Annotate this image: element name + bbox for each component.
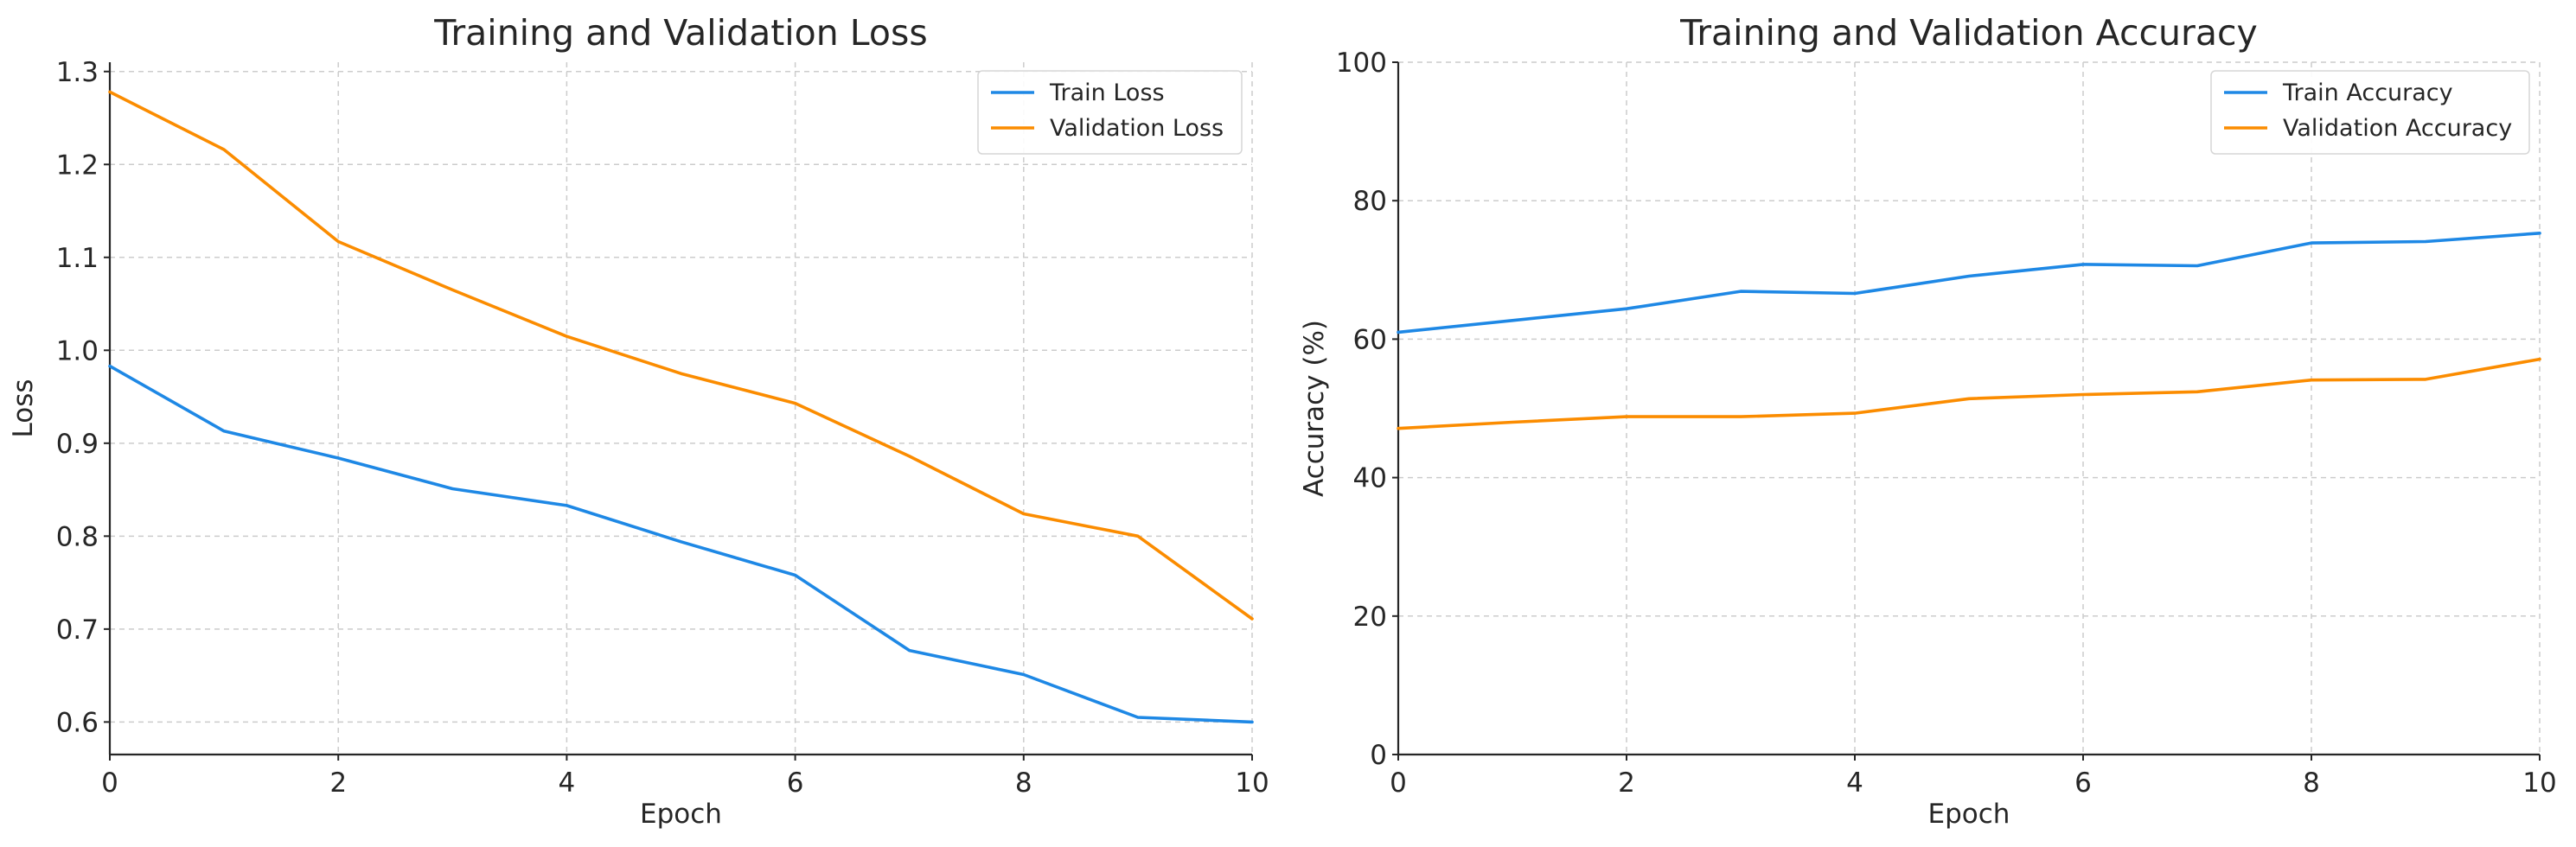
x-tick-label: 6: [787, 767, 804, 799]
x-tick-label: 2: [329, 767, 347, 799]
x-tick-label: 0: [1390, 767, 1407, 799]
chart-panel-1: 0 2 4 6 8 10 0.6 0.7 0.8 0.9 1.0 1.1 1.2 1.3 Training …: [8, 12, 1269, 830]
x-tick-label: 2: [1618, 767, 1635, 799]
x-axis-label: Epoch: [640, 799, 722, 830]
x-tick-label: 8: [2303, 767, 2320, 799]
y-tick-label: 1.3: [56, 57, 99, 88]
legend-label: Validation Loss: [1050, 115, 1224, 142]
y-tick-label: 20: [1353, 602, 1387, 633]
x-tick-label: 10: [2522, 767, 2556, 799]
x-tick-label: 10: [1235, 767, 1269, 799]
series-line-1: [108, 364, 1254, 724]
x-tick-label: 6: [2074, 767, 2092, 799]
legend-label: Train Loss: [1049, 80, 1165, 106]
y-tick-label: 40: [1353, 463, 1387, 494]
x-tick-label: 0: [101, 767, 118, 799]
y-tick-label: 0.8: [56, 521, 99, 552]
y-axis-label: Loss: [8, 379, 39, 438]
legend: Train Loss Validation Loss: [977, 70, 1243, 155]
y-tick-label: 0.6: [56, 707, 99, 738]
series-line-1: [1397, 231, 2541, 334]
y-tick-label: 0.9: [56, 429, 99, 460]
y-tick-label: 0: [1370, 740, 1387, 771]
y-tick-label: 1.1: [56, 243, 99, 274]
legend-label: Train Accuracy: [2282, 80, 2453, 106]
series-line-2: [108, 90, 1254, 621]
y-axis-label: Accuracy (%): [1299, 320, 1330, 497]
chart-title: Training and Validation Accuracy: [1679, 12, 2258, 54]
x-tick-label: 4: [1846, 767, 1863, 799]
x-tick-label: 8: [1015, 767, 1032, 799]
legend: Train Accuracy Validation Accuracy: [2210, 70, 2530, 155]
y-tick-label: 1.0: [56, 335, 99, 366]
y-tick-label: 80: [1353, 186, 1387, 217]
x-axis-label: Epoch: [1928, 799, 2010, 830]
x-tick-label: 4: [559, 767, 576, 799]
legend-frame: [2210, 70, 2530, 155]
chart-title: Training and Validation Loss: [433, 12, 927, 54]
y-tick-label: 1.2: [56, 150, 99, 181]
legend-frame: [977, 70, 1243, 155]
series-line-2: [1397, 357, 2541, 430]
y-tick-label: 60: [1353, 324, 1387, 355]
legend-label: Validation Accuracy: [2283, 115, 2512, 142]
y-tick-label: 100: [1336, 48, 1387, 79]
y-tick-label: 0.7: [56, 615, 99, 646]
